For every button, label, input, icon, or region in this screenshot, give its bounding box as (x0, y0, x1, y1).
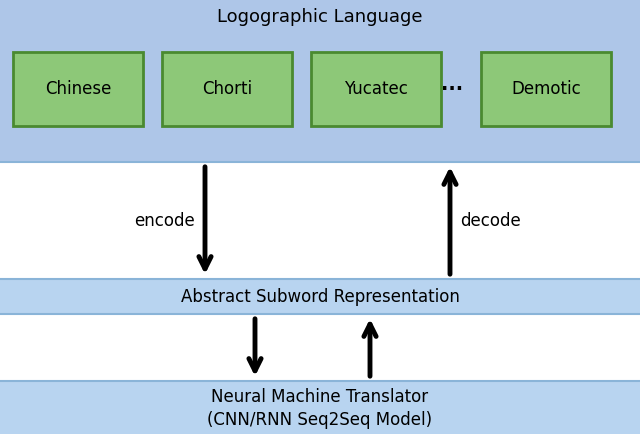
Text: Neural Machine Translator
(CNN/RNN Seq2Seq Model): Neural Machine Translator (CNN/RNN Seq2S… (207, 387, 433, 428)
FancyBboxPatch shape (13, 53, 143, 126)
Text: Logographic Language: Logographic Language (217, 8, 423, 26)
Text: ···: ··· (441, 80, 463, 99)
FancyBboxPatch shape (162, 53, 292, 126)
Bar (0, 163, 640, 279)
Bar (0, 314, 640, 381)
Text: decode: decode (460, 212, 521, 230)
Text: Chinese: Chinese (45, 80, 111, 98)
Text: Demotic: Demotic (511, 80, 581, 98)
Bar (0, 279, 640, 314)
FancyBboxPatch shape (481, 53, 611, 126)
Text: Chorti: Chorti (202, 80, 252, 98)
Bar (0, 381, 640, 434)
Text: Yucatec: Yucatec (344, 80, 408, 98)
FancyBboxPatch shape (311, 53, 441, 126)
Text: Abstract Subword Representation: Abstract Subword Representation (180, 288, 460, 306)
Text: encode: encode (134, 212, 195, 230)
